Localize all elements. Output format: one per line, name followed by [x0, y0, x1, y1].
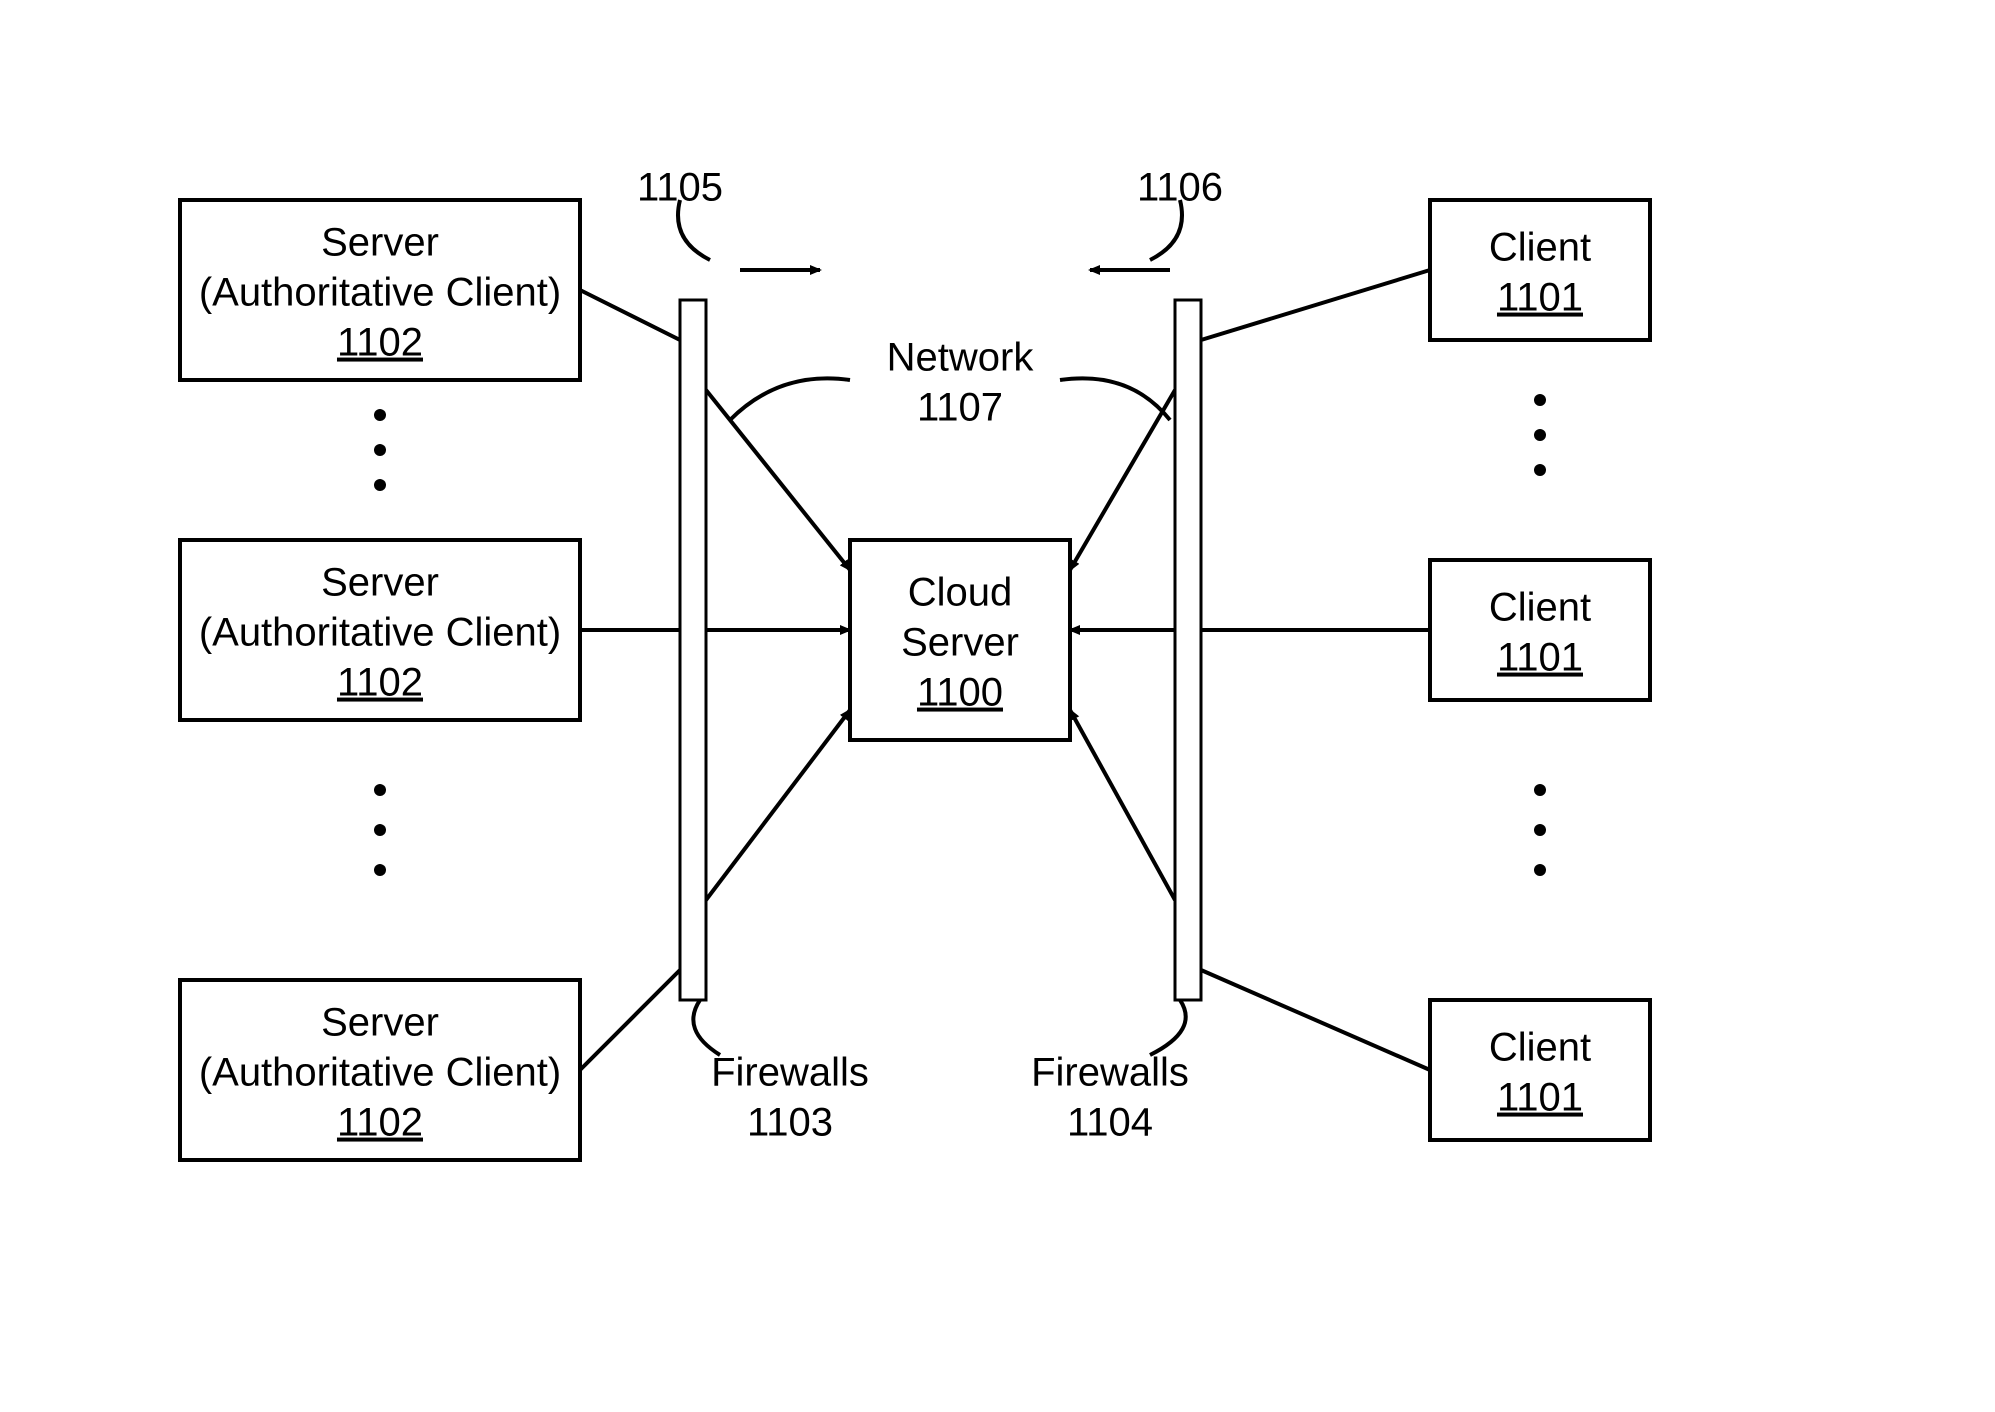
ellipsis-right-bot [1534, 784, 1546, 876]
ref-1107: 1107 [917, 386, 1003, 430]
client1-ref: 1101 [1497, 276, 1583, 320]
client2-label: Client [1489, 586, 1591, 630]
client3-ref: 1101 [1497, 1076, 1583, 1120]
server3-label: Server [321, 1001, 439, 1045]
label-firewalls-right: Firewalls [1031, 1051, 1189, 1095]
ellipsis-right-top [1534, 394, 1546, 476]
label-firewalls-left: Firewalls [711, 1051, 869, 1095]
server2-ref: 1102 [337, 661, 423, 705]
server2-label: Server [321, 561, 439, 605]
arrow-right-bot [1070, 710, 1175, 900]
leader-firewall-left [693, 1000, 720, 1055]
server1-sub: (Authoritative Client) [199, 271, 561, 315]
ellipsis-left-top [374, 409, 386, 491]
server3-ref: 1102 [337, 1101, 423, 1145]
network-diagram: Server (Authoritative Client) 1102 Serve… [0, 0, 1995, 1412]
firewall-right-bar [1175, 300, 1201, 1000]
server-box-3: Server (Authoritative Client) 1102 [180, 980, 580, 1160]
edge-server3-firewall [580, 970, 680, 1070]
client3-label: Client [1489, 1026, 1591, 1070]
edge-client3-firewall [1201, 970, 1430, 1070]
server3-sub: (Authoritative Client) [199, 1051, 561, 1095]
server-box-2: Server (Authoritative Client) 1102 [180, 540, 580, 720]
cloud-ref: 1100 [917, 671, 1003, 715]
leader-network-right [1060, 378, 1170, 420]
ref-1105: 1105 [637, 166, 723, 210]
ref-1104: 1104 [1067, 1101, 1153, 1145]
client2-ref: 1101 [1497, 636, 1583, 680]
server1-label: Server [321, 221, 439, 265]
server2-sub: (Authoritative Client) [199, 611, 561, 655]
client-box-3: Client 1101 [1430, 1000, 1650, 1140]
edge-client1-firewall [1201, 270, 1430, 340]
arrow-left-bot [706, 710, 850, 900]
label-network: Network [887, 336, 1035, 380]
edge-server1-firewall [580, 290, 680, 340]
cloud-label1: Cloud [908, 571, 1013, 615]
ref-1103: 1103 [747, 1101, 833, 1145]
cloud-server-box: Cloud Server 1100 [850, 540, 1070, 740]
cloud-label2: Server [901, 621, 1019, 665]
leader-network-left [730, 378, 850, 420]
client-box-1: Client 1101 [1430, 200, 1650, 340]
arrow-right-top [1070, 390, 1175, 570]
leader-firewall-right [1150, 1000, 1186, 1055]
server1-ref: 1102 [337, 321, 423, 365]
server-box-1: Server (Authoritative Client) 1102 [180, 200, 580, 380]
client1-label: Client [1489, 226, 1591, 270]
client-box-2: Client 1101 [1430, 560, 1650, 700]
firewall-left-bar [680, 300, 706, 1000]
ref-1106: 1106 [1137, 166, 1223, 210]
ellipsis-left-bot [374, 784, 386, 876]
arrow-left-top [706, 390, 850, 570]
